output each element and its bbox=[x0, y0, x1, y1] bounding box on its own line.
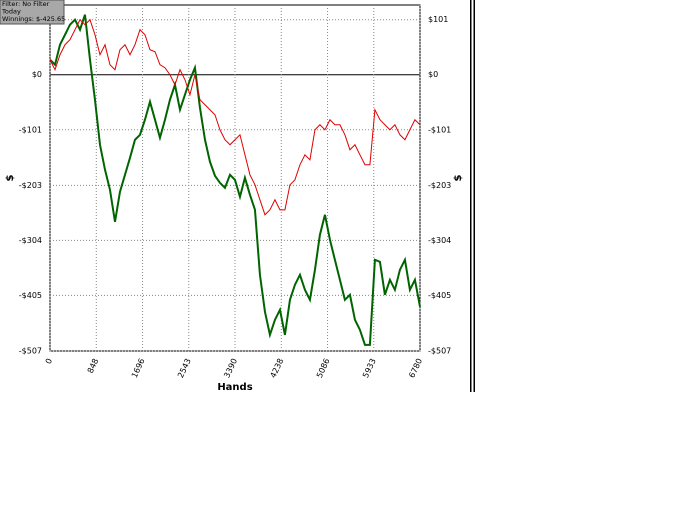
x-tick-label: 848 bbox=[86, 357, 101, 375]
x-tick-label: 1696 bbox=[130, 357, 147, 379]
y2-tick-label: -$101 bbox=[428, 125, 451, 134]
y-tick-label: -$507 bbox=[19, 347, 42, 356]
y-tick-label: -$101 bbox=[19, 125, 42, 134]
x-axis-label: Hands bbox=[217, 382, 252, 393]
y2-tick-label: -$304 bbox=[428, 236, 451, 245]
y2-tick-label: -$203 bbox=[428, 181, 451, 190]
info-text: Winnings: $-425.65 bbox=[2, 15, 65, 23]
info-text: Filter: No Filter bbox=[2, 0, 50, 8]
x-tick-label: 5086 bbox=[315, 357, 332, 379]
y-tick-label: -$203 bbox=[19, 181, 42, 190]
y2-tick-label: $0 bbox=[428, 70, 438, 79]
x-tick-label: 6780 bbox=[407, 357, 424, 379]
y2-tick-label: $101 bbox=[428, 15, 448, 24]
series-line bbox=[49, 14, 421, 346]
y2-tick-label: -$507 bbox=[428, 347, 451, 356]
separator bbox=[473, 0, 475, 392]
y-tick-label: -$405 bbox=[19, 291, 42, 300]
x-tick-label: 0 bbox=[44, 357, 54, 365]
series-line bbox=[49, 18, 421, 216]
x-tick-label: 3390 bbox=[222, 357, 239, 379]
y-tick-label: -$304 bbox=[19, 236, 42, 245]
info-box bbox=[0, 0, 65, 25]
y-tick-label: $0 bbox=[32, 70, 42, 79]
x-tick-label: 5933 bbox=[361, 357, 378, 379]
x-tick-label: 4238 bbox=[269, 357, 286, 379]
y2-tick-label: -$405 bbox=[428, 291, 451, 300]
x-tick-label: 2543 bbox=[176, 357, 193, 379]
y2-axis-label: $ bbox=[453, 174, 464, 181]
y-axis-label: $ bbox=[5, 174, 16, 181]
info-text: Today bbox=[1, 8, 21, 16]
separator bbox=[470, 0, 472, 392]
